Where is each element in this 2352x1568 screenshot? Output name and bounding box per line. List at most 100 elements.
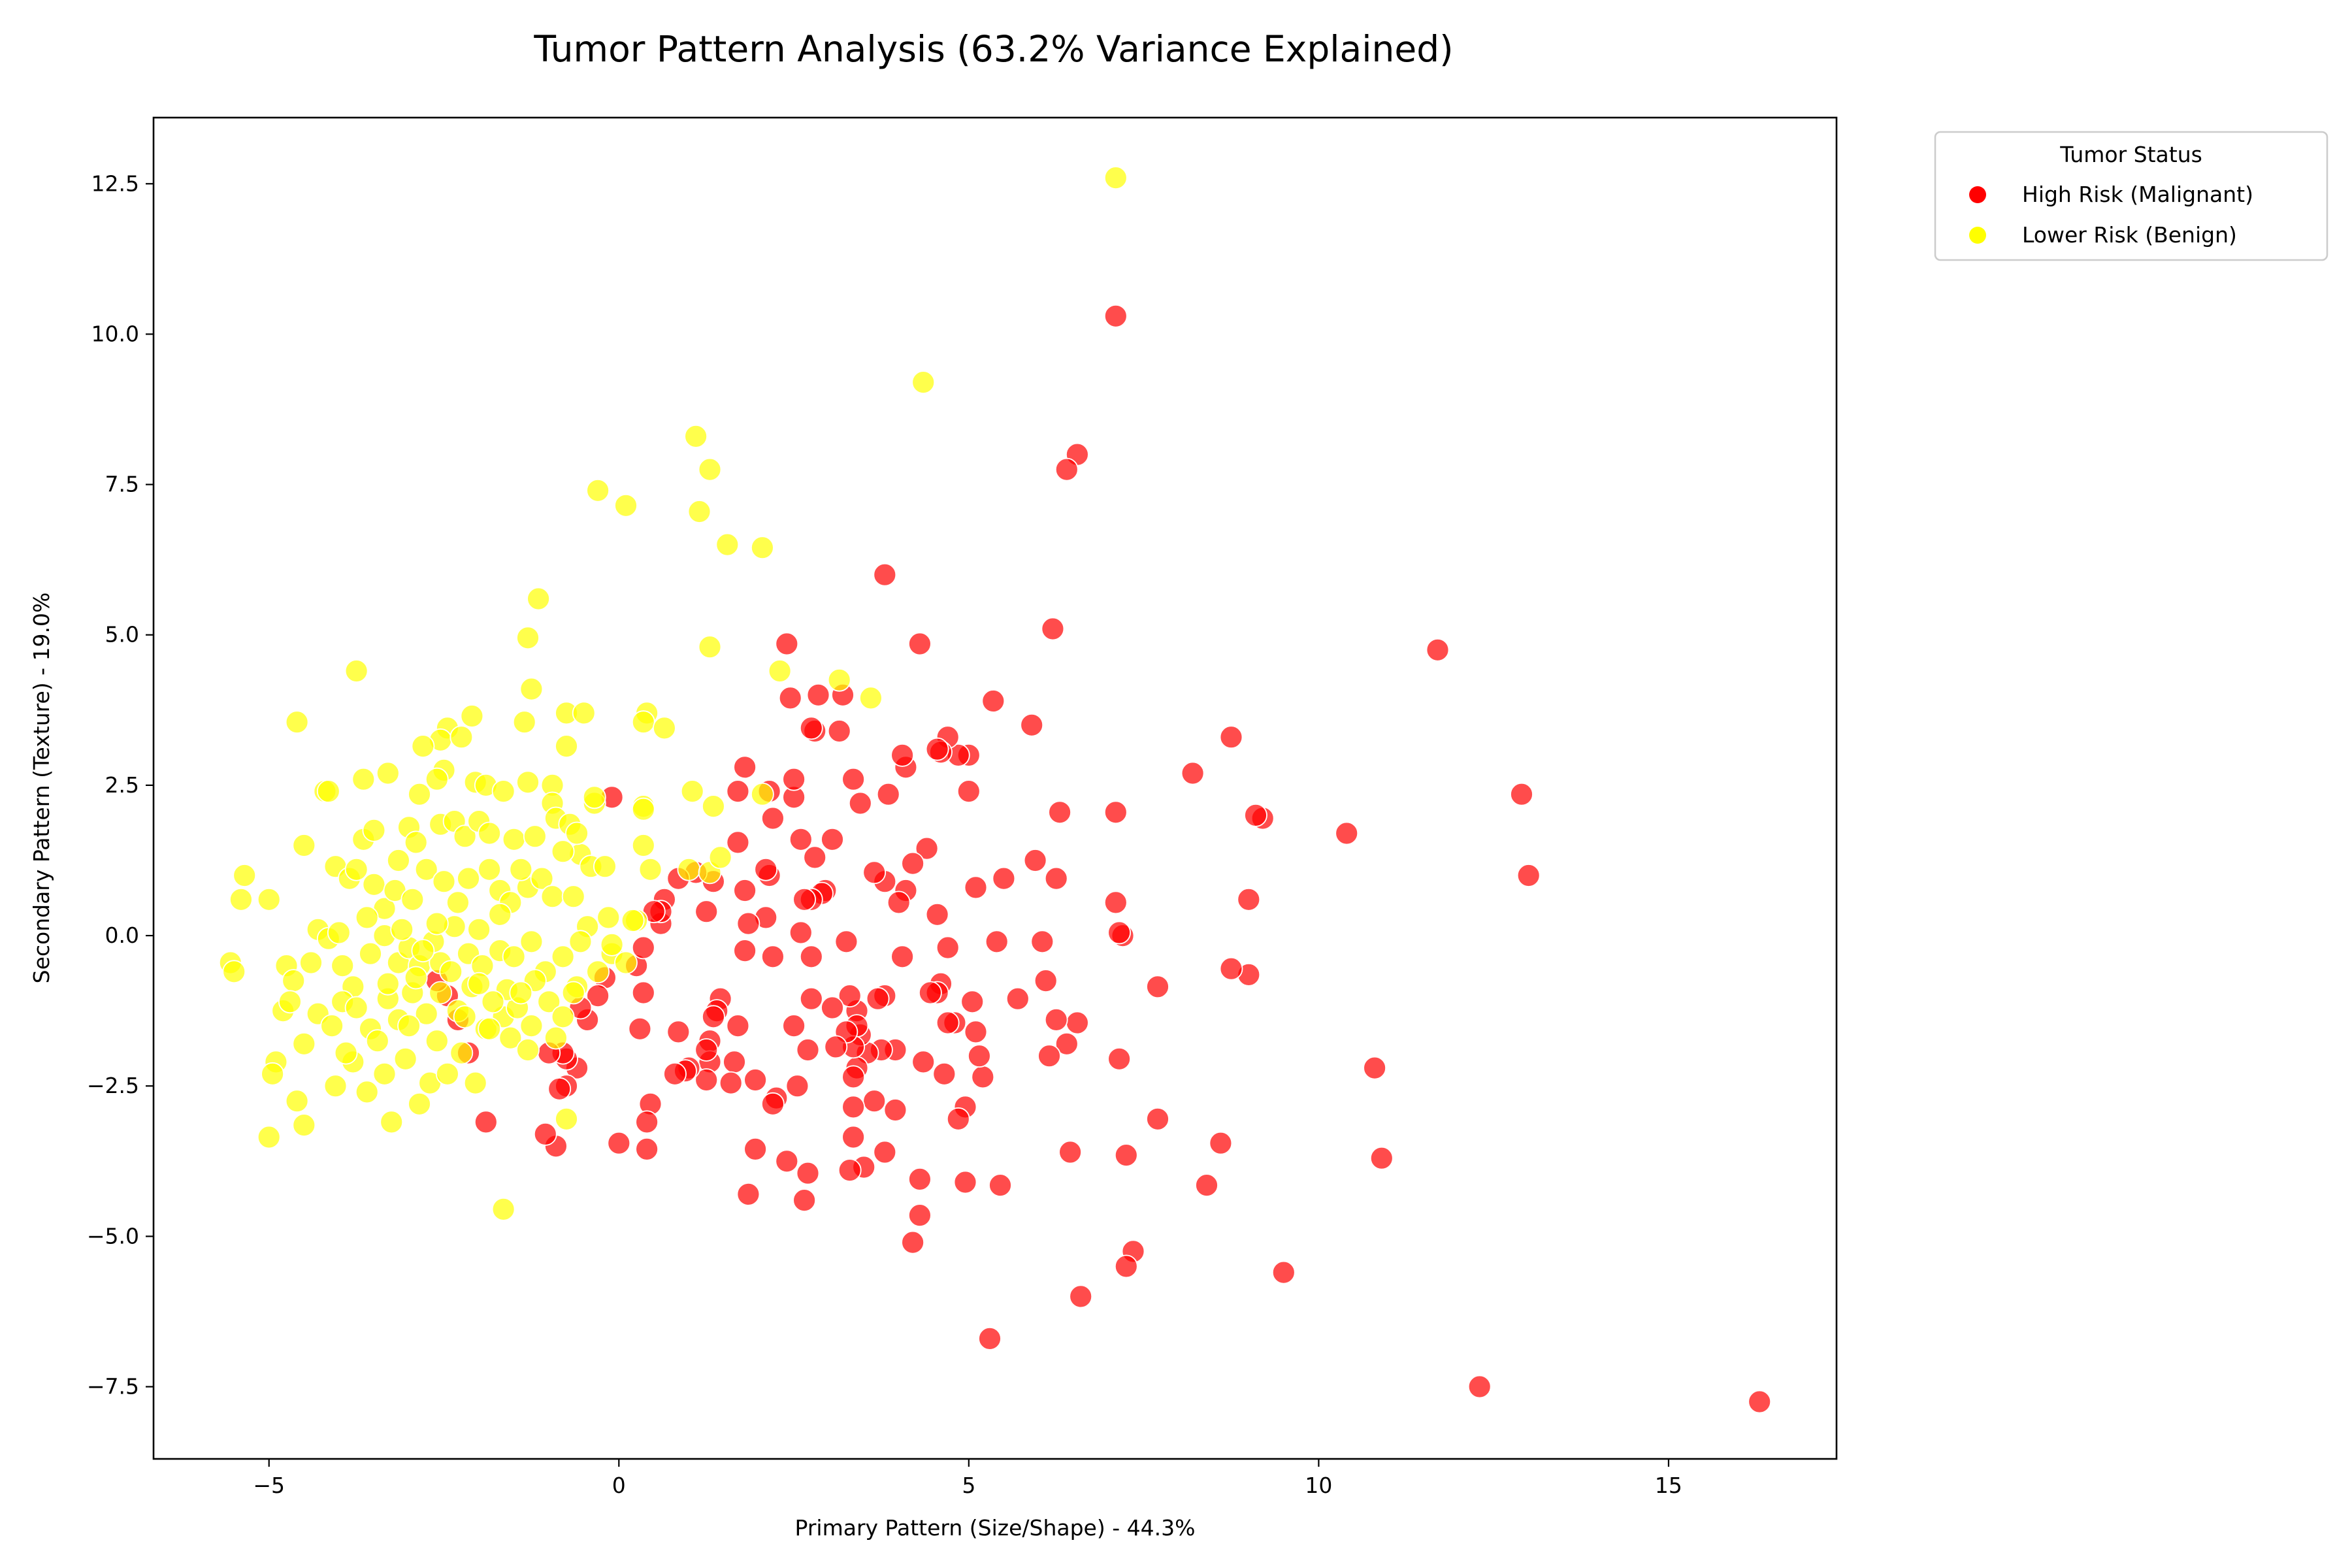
- point-benign: [285, 710, 309, 734]
- point-malignant: [663, 1062, 687, 1086]
- point-malignant: [925, 902, 949, 926]
- point-malignant: [1058, 1140, 1082, 1164]
- point-malignant: [1066, 1011, 1089, 1035]
- point-malignant: [1516, 864, 1541, 887]
- point-malignant: [890, 743, 914, 767]
- legend-title: Tumor Status: [2059, 142, 2202, 167]
- point-benign: [411, 734, 435, 758]
- point-benign: [551, 840, 575, 864]
- legend: Tumor Status High Risk (Malignant) Lower…: [1934, 131, 2328, 261]
- point-benign: [509, 981, 533, 1005]
- x-axis-label: Primary Pattern (Size/Shape) - 44.3%: [795, 1515, 1196, 1541]
- point-malignant: [1054, 457, 1079, 482]
- point-malignant: [862, 1089, 887, 1113]
- point-benign: [702, 794, 725, 818]
- point-benign: [600, 933, 624, 956]
- y-tick-label: −5.0: [87, 1223, 139, 1249]
- point-benign: [540, 885, 564, 909]
- point-benign: [408, 1092, 431, 1116]
- point-malignant: [946, 1107, 970, 1131]
- point-malignant: [792, 1188, 816, 1212]
- point-malignant: [694, 900, 719, 924]
- point-malignant: [824, 1035, 848, 1059]
- point-benign: [436, 1062, 459, 1086]
- point-benign: [425, 1029, 449, 1053]
- point-malignant: [911, 1050, 936, 1074]
- point-malignant: [838, 984, 862, 1007]
- point-malignant: [726, 1014, 750, 1037]
- point-malignant: [631, 981, 655, 1005]
- point-malignant: [1103, 890, 1128, 915]
- point-benign: [257, 887, 281, 911]
- point-malignant: [841, 1065, 865, 1089]
- point-benign: [509, 857, 533, 881]
- point-benign: [327, 921, 351, 945]
- point-benign: [478, 821, 501, 845]
- point-benign: [467, 972, 491, 996]
- point-benign: [222, 960, 246, 984]
- y-tick-label: −2.5: [87, 1073, 139, 1098]
- point-malignant: [1369, 1146, 1394, 1170]
- point-benign: [680, 779, 704, 803]
- point-malignant: [890, 945, 914, 969]
- point-benign: [677, 857, 701, 881]
- point-malignant: [915, 836, 939, 860]
- point-malignant: [908, 1168, 932, 1191]
- point-malignant: [834, 930, 858, 954]
- point-malignant: [694, 1068, 719, 1092]
- point-malignant: [775, 632, 799, 656]
- point-malignant: [723, 1050, 746, 1074]
- point-malignant: [743, 1068, 767, 1092]
- point-malignant: [971, 1065, 995, 1089]
- point-benign: [292, 834, 316, 857]
- point-malignant: [1335, 821, 1359, 845]
- point-malignant: [936, 936, 960, 960]
- point-malignant: [953, 1170, 977, 1194]
- point-malignant: [936, 1011, 960, 1035]
- point-malignant: [1103, 304, 1128, 328]
- point-benign: [586, 960, 610, 984]
- point-benign: [596, 906, 621, 930]
- point-malignant: [631, 936, 655, 960]
- point-benign: [344, 857, 368, 881]
- point-benign: [282, 969, 306, 992]
- point-benign: [586, 478, 610, 502]
- point-malignant: [474, 1110, 498, 1134]
- point-malignant: [1181, 761, 1205, 785]
- point-benign: [463, 1071, 487, 1095]
- point-benign: [453, 825, 477, 849]
- point-benign: [457, 866, 480, 890]
- point-benign: [516, 770, 540, 794]
- point-malignant: [761, 1092, 785, 1116]
- point-benign: [537, 990, 561, 1014]
- point-malignant: [919, 981, 942, 1005]
- point-benign: [393, 1047, 417, 1071]
- point-benign: [502, 827, 526, 851]
- point-malignant: [789, 827, 813, 851]
- point-benign: [229, 887, 253, 911]
- point-malignant: [775, 1149, 799, 1173]
- point-malignant: [785, 1074, 809, 1098]
- point-benign: [411, 939, 435, 962]
- point-malignant: [1069, 1284, 1093, 1309]
- point-benign: [460, 704, 484, 728]
- point-malignant: [985, 930, 1009, 954]
- point-malignant: [719, 1071, 743, 1095]
- point-benign: [425, 911, 449, 936]
- point-malignant: [1195, 1173, 1218, 1197]
- point-benign: [519, 677, 544, 701]
- point-malignant: [862, 860, 887, 885]
- point-benign: [698, 635, 722, 659]
- point-benign: [519, 1014, 544, 1037]
- point-benign: [488, 902, 512, 926]
- point-benign: [523, 825, 547, 849]
- point-malignant: [782, 1014, 806, 1037]
- point-malignant: [1271, 1260, 1296, 1284]
- point-malignant: [789, 921, 813, 945]
- point-benign: [498, 1026, 523, 1050]
- point-malignant: [964, 1020, 988, 1044]
- legend-label-malignant: High Risk (Malignant): [2022, 182, 2253, 207]
- y-tick-label: 5.0: [105, 622, 139, 647]
- point-benign: [555, 1107, 578, 1131]
- x-tick-label: 5: [962, 1473, 975, 1498]
